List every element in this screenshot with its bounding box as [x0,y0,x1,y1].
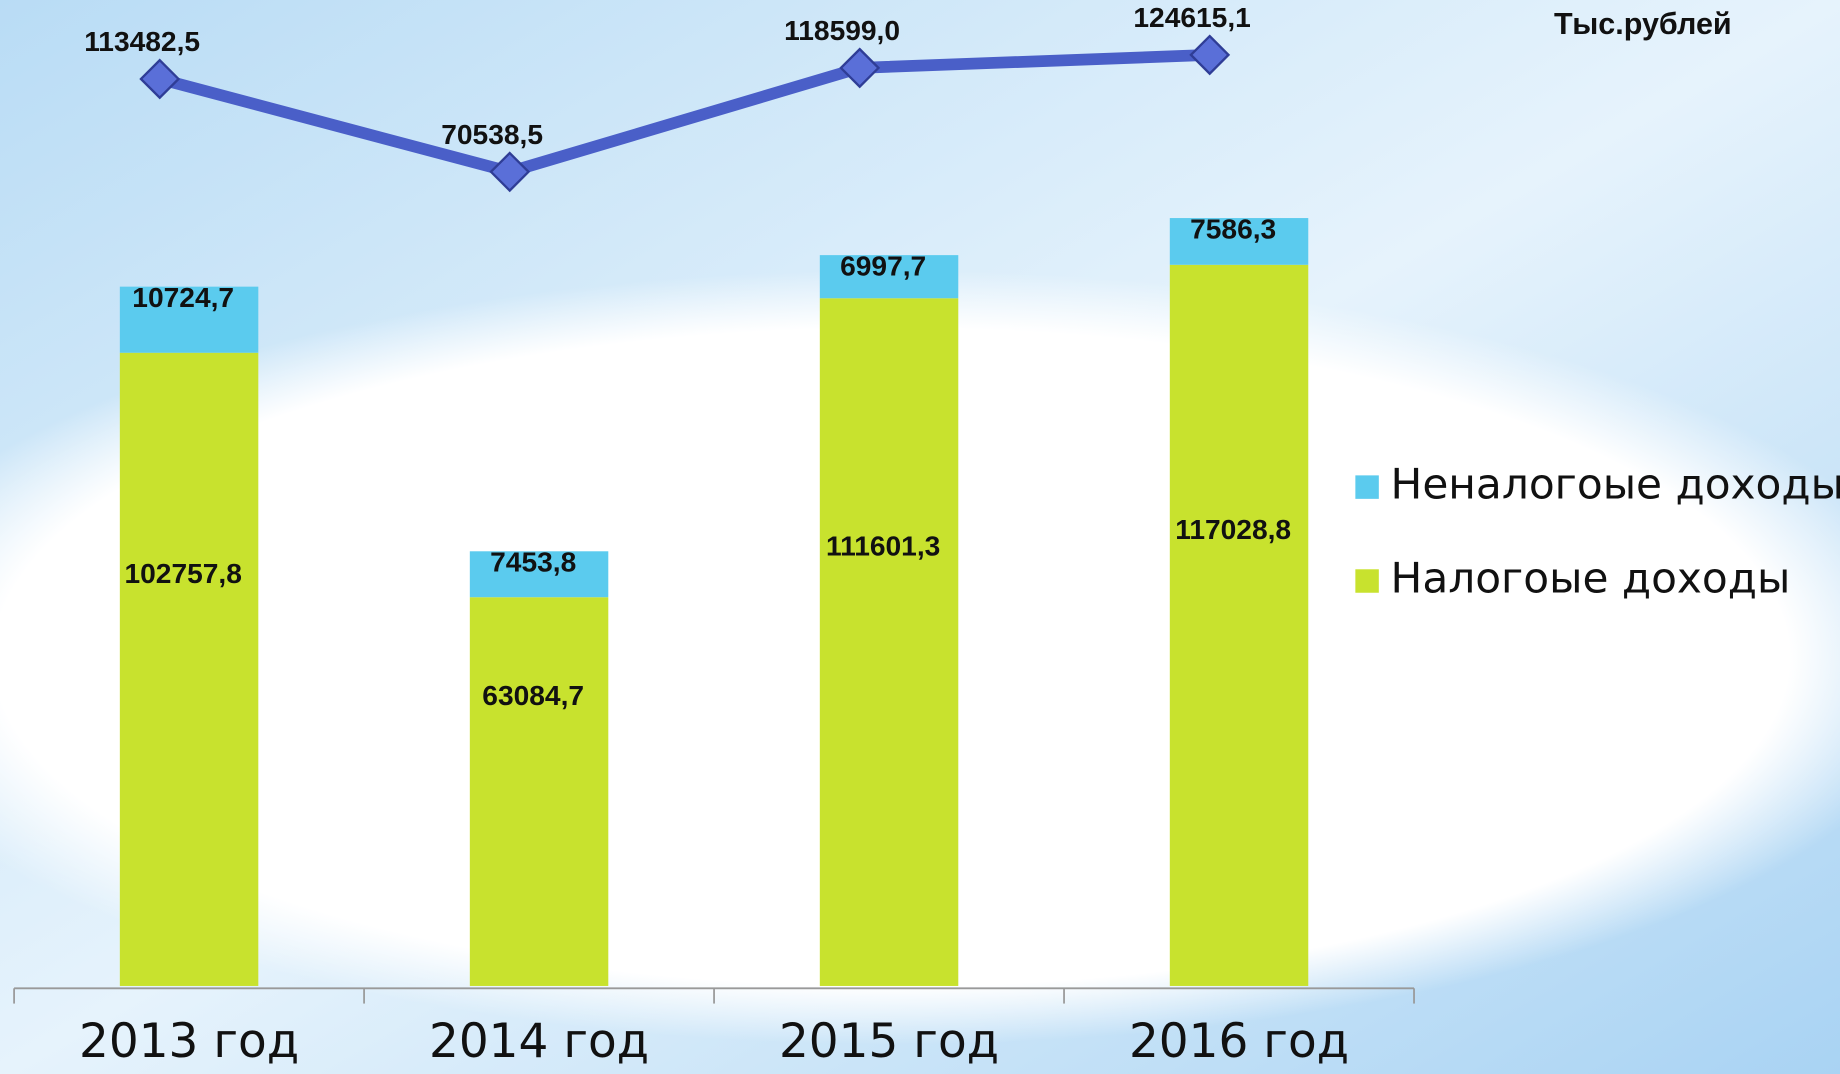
unit-label: Тыс.рублей [1554,7,1732,41]
data-label: 124615,1 [1133,2,1250,33]
legend-label: Неналогоые доходы [1391,460,1840,509]
legend-swatch [1355,569,1379,593]
data-label: 117028,8 [1175,514,1291,545]
line-marker [139,58,181,100]
line-marker [839,47,881,89]
bar-segment [119,352,259,986]
line [158,49,1210,178]
x-tick-label: 2014 год [429,1014,649,1069]
bar-segment [1169,218,1309,265]
data-label: 6997,7 [840,250,926,281]
data-label: 7453,8 [490,547,576,578]
data-label: 118599,0 [784,15,900,46]
x-tick-label: 2016 год [1129,1014,1349,1069]
line-marker [1189,34,1231,76]
bar-segment [469,551,609,598]
x-tick-label: 2015 год [779,1014,999,1069]
data-label: 63084,7 [482,680,584,711]
data-label: 10724,7 [132,282,234,313]
bar-segment [119,286,259,353]
bar-segment [819,298,959,986]
x-tick-label: 2013 год [79,1014,299,1069]
line-marker [489,151,531,193]
bar-segment [469,597,609,986]
legend-swatch [1355,475,1379,499]
data-label: 111601,3 [826,531,940,562]
legend-label: Налогоые доходы [1391,554,1791,603]
data-label: 7586,3 [1190,213,1276,244]
data-label: 70538,5 [441,119,543,150]
data-label: 113482,5 [84,26,200,57]
data-label: 102757,8 [124,558,241,589]
bar-segment [1169,264,1309,986]
bar-segment [819,255,959,299]
